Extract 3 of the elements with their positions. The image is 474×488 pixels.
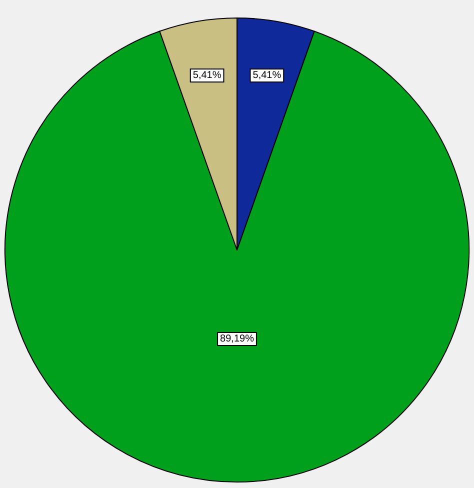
data-label: 89,19% (220, 334, 254, 344)
data-label: 5,41% (252, 70, 282, 82)
data-label: 5,41% (192, 70, 222, 82)
